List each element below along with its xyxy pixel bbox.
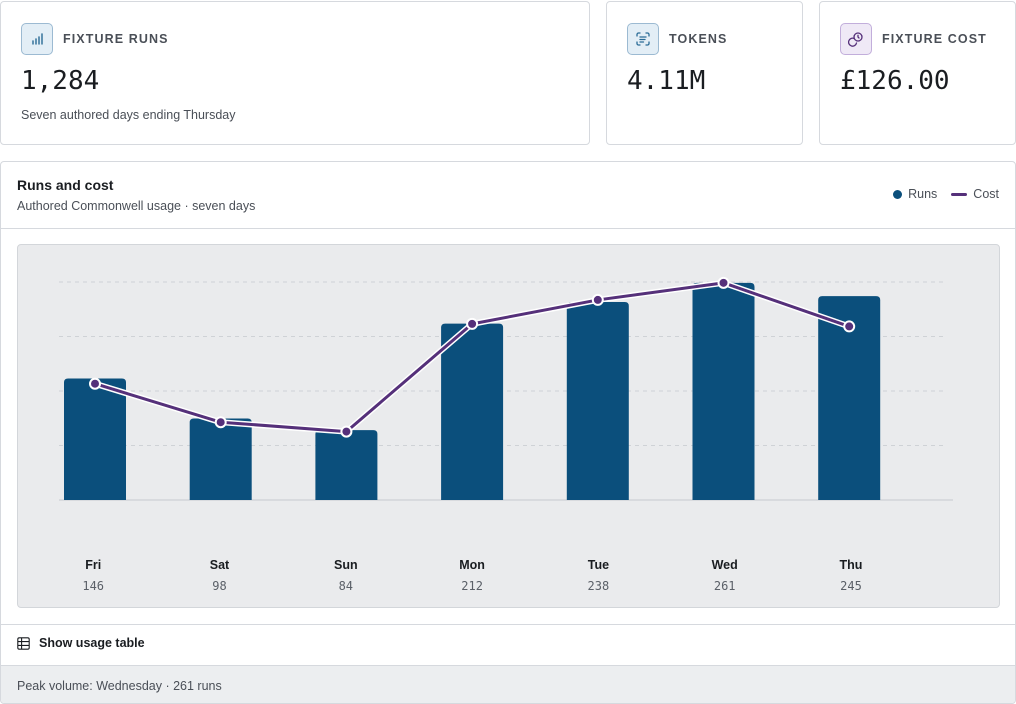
chart-svg: Fri 146 Sat 98 Sun 84 Mon 212 Tue 238 Wed 261 Thu 245 [59, 276, 953, 593]
bar-value-label: 245 [840, 579, 862, 593]
kpi-label: FIXTURE COST [882, 32, 987, 46]
chart-subtitle: Authored Commonwell usage · seven days [17, 199, 256, 213]
bar-chart-icon [21, 23, 53, 55]
cost-point-sun [340, 425, 353, 438]
bar-value-label: 84 [339, 579, 353, 593]
peak-volume-note: Peak volume: Wednesday · 261 runs [17, 679, 222, 693]
show-usage-table-label: Show usage table [39, 636, 145, 650]
legend-cost-label: Cost [973, 187, 999, 201]
kpi-value: 1,284 [21, 66, 100, 96]
cost-point-thu [843, 320, 856, 333]
bar-runs-fri [64, 378, 126, 500]
coins-icon [840, 23, 872, 55]
cost-point-fri [89, 377, 101, 390]
x-tick-label: Thu [840, 558, 863, 572]
x-tick-label: Sun [334, 558, 358, 572]
kpi-value: £126.00 [840, 66, 950, 96]
bar-value-label: 212 [461, 579, 483, 593]
document-scan-icon [627, 23, 659, 55]
kpi-card-fixture-cost: FIXTURE COST £126.00 [819, 1, 1016, 145]
cost-point-sat [214, 416, 227, 429]
kpi-value: 4.11M [627, 66, 706, 96]
bar-runs-sun [315, 430, 378, 500]
legend-cost-swatch [951, 192, 968, 196]
x-tick-label: Tue [588, 558, 609, 572]
plot-area: Fri 146 Sat 98 Sun 84 Mon 212 Tue 238 Wed 261 Thu 245 [17, 244, 1000, 608]
runs-cost-chart-card: Runs and cost Authored Commonwell usage … [0, 161, 1016, 704]
kpi-card-tokens: TOKENS 4.11M [606, 1, 803, 145]
x-tick-label: Mon [459, 558, 485, 572]
bar-runs-thu [818, 296, 881, 500]
cost-point-wed [717, 276, 730, 289]
bar-runs-sat [189, 418, 252, 500]
chart-legend: Runs Cost [893, 187, 999, 201]
bar-runs-tue [566, 301, 629, 500]
kpi-card-fixture-runs: FIXTURE RUNS 1,284 Seven authored days e… [0, 1, 590, 145]
bar-value-label: 238 [588, 579, 610, 593]
kpi-label: FIXTURE RUNS [63, 32, 169, 46]
chart-footer: Peak volume: Wednesday · 261 runs [1, 665, 1015, 703]
show-usage-table-button[interactable]: Show usage table [17, 636, 145, 650]
bar-value-label: 261 [714, 579, 736, 593]
bar-runs-mon [441, 323, 504, 500]
bar-value-label: 98 [212, 579, 226, 593]
cost-point-mon [466, 317, 479, 330]
kpi-label: TOKENS [669, 32, 728, 46]
bar-value-label: 146 [82, 579, 104, 593]
legend-runs-swatch [893, 189, 903, 199]
bar-runs-wed [692, 282, 755, 500]
header-divider [1, 228, 1015, 229]
table-icon [17, 636, 30, 650]
cost-point-tue [591, 293, 604, 306]
chart-title: Runs and cost [17, 177, 114, 193]
x-tick-label: Sat [210, 558, 230, 572]
x-tick-label: Fri [85, 558, 101, 572]
plot-divider [1, 624, 1015, 625]
legend-runs-label: Runs [908, 187, 938, 201]
x-tick-label: Wed [712, 558, 738, 572]
kpi-subtitle: Seven authored days ending Thursday [21, 108, 236, 122]
